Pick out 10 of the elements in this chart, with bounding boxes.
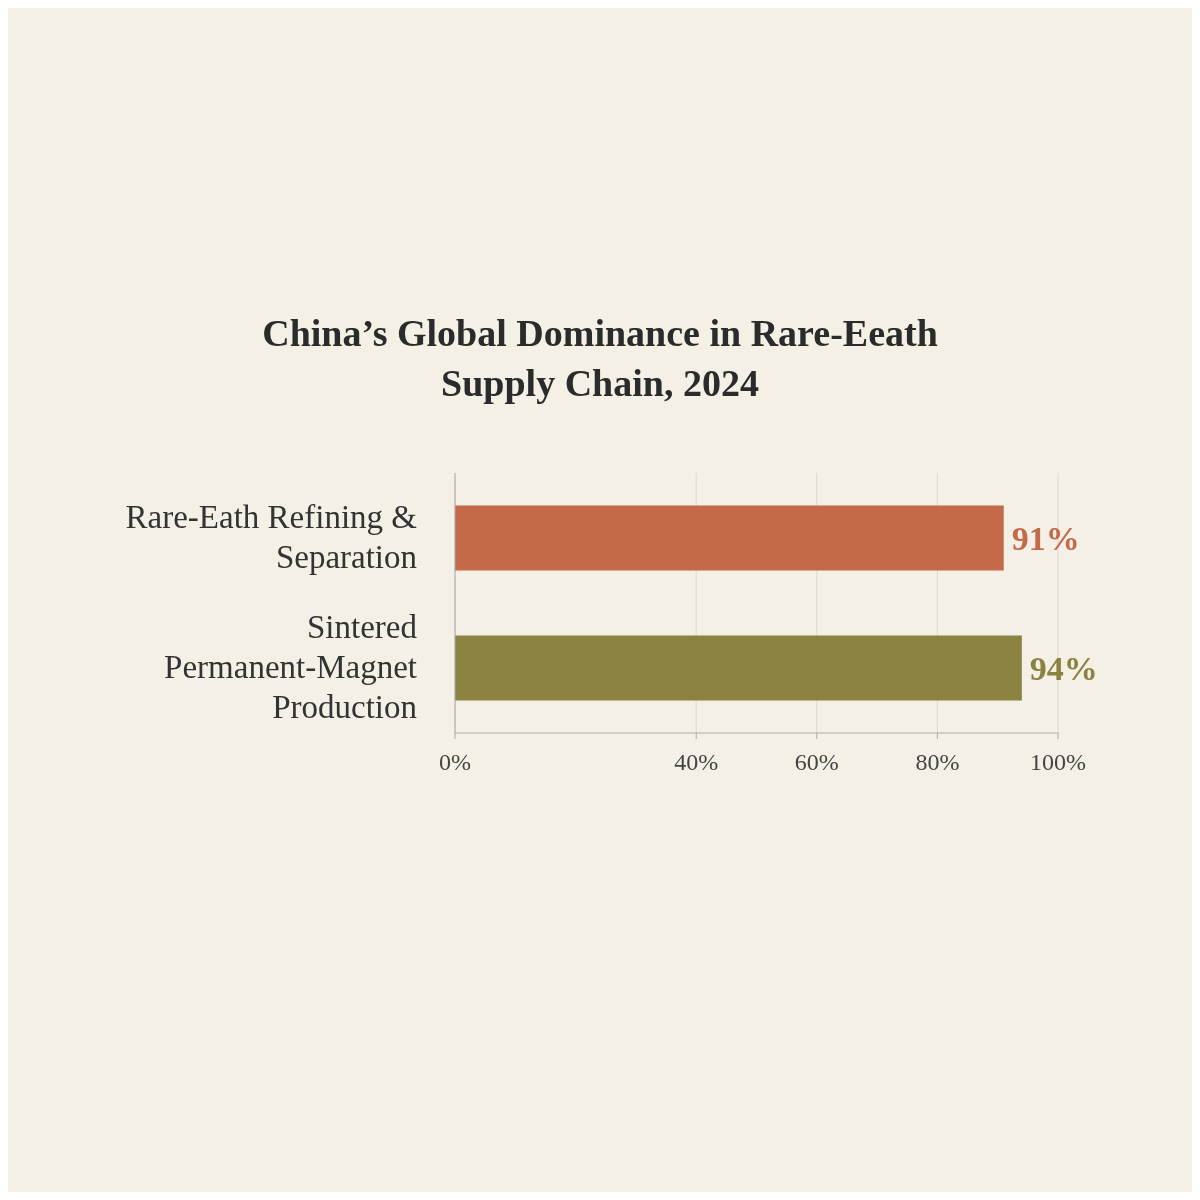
x-tick-label: 0% [439, 749, 471, 776]
x-tick-label: 40% [674, 749, 719, 776]
y-tick-label: Sintered Permanent-Magnet Production [164, 609, 418, 725]
chart-title: China’s Global Dominance in Rare-Eeath Supply Chain, 2024 [261, 311, 939, 406]
data-label: 94% [1029, 650, 1098, 687]
y-tick-label: Rare-Eath Refining & Separation [125, 499, 418, 575]
data-label: 91% [1011, 520, 1080, 557]
x-tick-label: 60% [794, 749, 839, 776]
x-tick-label: 100% [1030, 749, 1086, 776]
x-tick-label: 80% [915, 749, 960, 776]
